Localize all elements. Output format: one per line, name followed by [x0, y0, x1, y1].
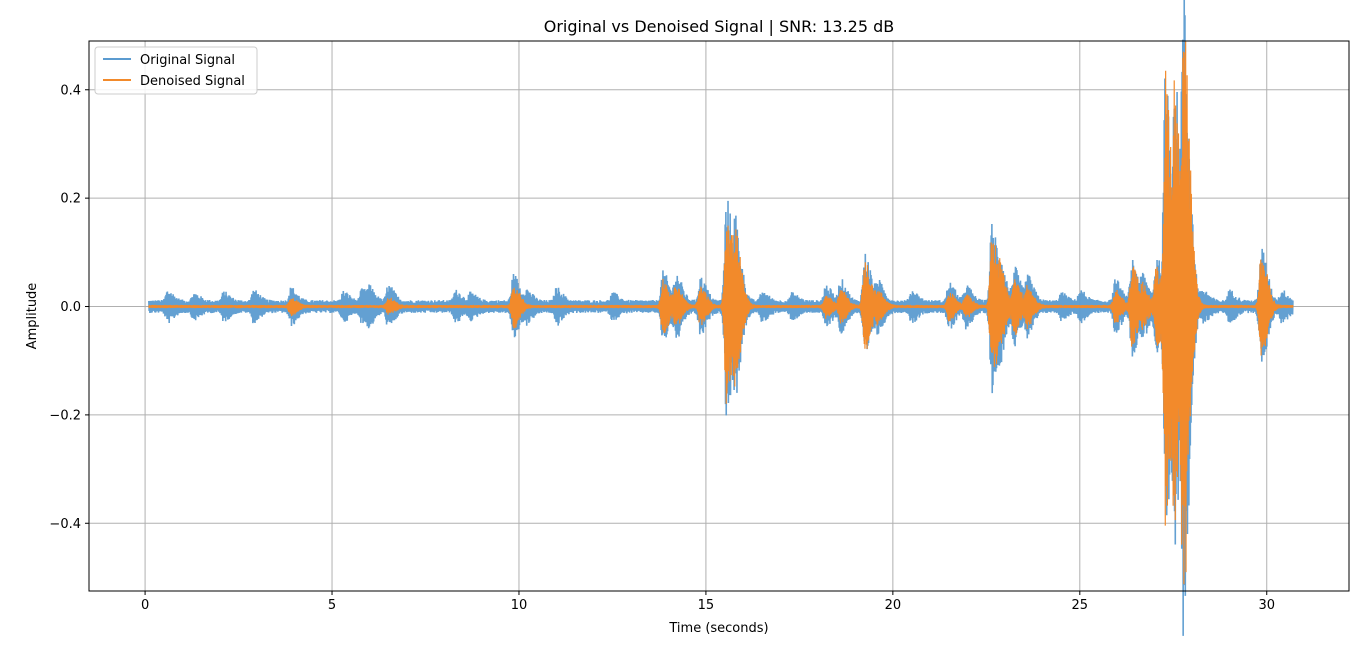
- x-tick-label: 5: [328, 598, 336, 613]
- x-tick-label: 15: [698, 598, 715, 613]
- x-tick-label: 20: [885, 598, 902, 613]
- x-axis-label: Time (seconds): [668, 621, 768, 636]
- plot-frame: [88, 40, 1350, 592]
- x-tick-label: 25: [1072, 598, 1089, 613]
- y-axis-label: Amplitude: [25, 283, 40, 350]
- series-line-denoised: [148, 41, 1294, 585]
- y-tick-label: 0.4: [60, 83, 81, 98]
- x-tick-label: 30: [1258, 598, 1275, 613]
- y-tick-label: −0.4: [49, 517, 81, 532]
- y-tick-label: 0.0: [60, 300, 81, 315]
- y-tick-label: 0.2: [60, 192, 81, 207]
- y-tick-label: −0.2: [49, 408, 81, 423]
- series-layer: [148, 0, 1294, 636]
- series-line-original: [148, 0, 1294, 636]
- legend: Original Signal Denoised Signal: [94, 46, 258, 95]
- axis-ticks: 0 5 10 15 20 25 30 −0.4 −0.2 0.0 0.2 0.4: [49, 83, 1275, 613]
- chart-title: Original vs Denoised Signal | SNR: 13.25…: [544, 17, 895, 36]
- legend-label-original: Original Signal: [140, 53, 235, 68]
- x-tick-label: 0: [141, 598, 149, 613]
- x-tick-label: 10: [511, 598, 528, 613]
- legend-box: [94, 46, 258, 95]
- legend-label-denoised: Denoised Signal: [140, 74, 245, 89]
